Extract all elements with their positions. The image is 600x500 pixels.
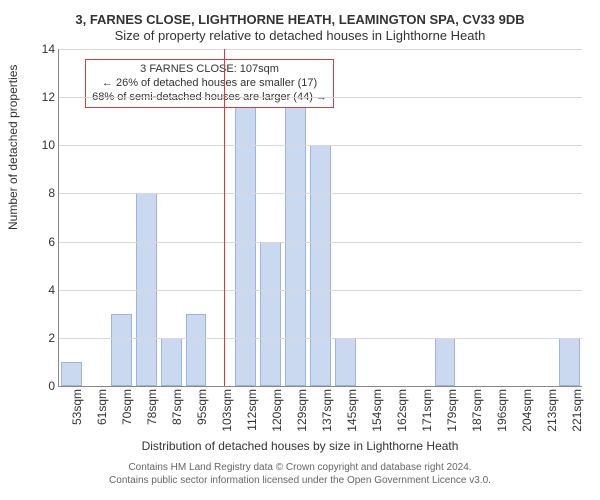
bar-slot [383, 49, 408, 386]
bar-slot [433, 49, 458, 386]
y-tick-label: 14 [35, 42, 55, 56]
x-tick-label: 221sqm [570, 389, 584, 432]
x-tick-label: 154sqm [370, 389, 384, 432]
copyright-line1: Contains HM Land Registry data © Crown c… [10, 461, 590, 474]
x-tick-label: 120sqm [270, 389, 284, 432]
y-tick-label: 8 [35, 186, 55, 200]
copyright-line2: Contains public sector information licen… [10, 474, 590, 487]
chart-title-address: 3, FARNES CLOSE, LIGHTHORNE HEATH, LEAMI… [10, 12, 590, 27]
annotation-line2: ← 26% of detached houses are smaller (17… [92, 77, 327, 91]
x-tick-label: 204sqm [520, 389, 534, 432]
y-tick-label: 10 [35, 138, 55, 152]
annotation-line1: 3 FARNES CLOSE: 107sqm [92, 63, 327, 77]
y-axis-label: Number of detached properties [6, 65, 20, 230]
annotation-box: 3 FARNES CLOSE: 107sqm ← 26% of detached… [85, 59, 334, 108]
bar [186, 314, 207, 386]
x-tick-label: 179sqm [445, 389, 459, 432]
x-tick-label: 70sqm [120, 389, 134, 425]
bar-slot [458, 49, 483, 386]
bar-slot [507, 49, 532, 386]
bar [111, 314, 132, 386]
y-tick-label: 0 [35, 379, 55, 393]
x-tick-label: 162sqm [395, 389, 409, 432]
bar-slot [408, 49, 433, 386]
grid-line [59, 49, 582, 50]
copyright-block: Contains HM Land Registry data © Crown c… [10, 461, 590, 487]
x-tick-label: 187sqm [470, 389, 484, 432]
bar-slot [557, 49, 582, 386]
grid-line [59, 242, 582, 243]
reference-vline [224, 49, 225, 386]
x-tick-label: 145sqm [345, 389, 359, 432]
bar-slot [333, 49, 358, 386]
y-tick-label: 2 [35, 331, 55, 345]
bar-slot [59, 49, 84, 386]
bar [335, 338, 356, 386]
grid-line [59, 290, 582, 291]
y-tick-label: 4 [35, 283, 55, 297]
chart-area: 3 FARNES CLOSE: 107sqm ← 26% of detached… [58, 49, 582, 387]
x-tick-label: 78sqm [145, 389, 159, 425]
x-ticks-group: 53sqm 61sqm 70sqm 78sqm 87sqm 95sqm 103sqm 112s… [58, 387, 582, 439]
x-tick-label: 61sqm [95, 389, 109, 425]
bar [61, 362, 82, 386]
bar [559, 338, 580, 386]
y-tick-label: 6 [35, 235, 55, 249]
x-tick-label: 137sqm [320, 389, 334, 432]
x-tick-label: 53sqm [70, 389, 84, 425]
x-tick-label: 112sqm [245, 389, 259, 431]
bar-slot [358, 49, 383, 386]
bar-slot [532, 49, 557, 386]
bar [310, 145, 331, 386]
x-tick-label: 196sqm [495, 389, 509, 432]
x-tick-label: 103sqm [220, 389, 234, 432]
x-axis-label: Distribution of detached houses by size … [10, 439, 590, 453]
chart-title-subtitle: Size of property relative to detached ho… [10, 28, 590, 43]
bar-slot [482, 49, 507, 386]
x-tick-label: 129sqm [295, 389, 309, 432]
x-tick-label: 95sqm [195, 389, 209, 425]
bar [285, 73, 306, 386]
grid-line [59, 193, 582, 194]
x-tick-label: 213sqm [545, 389, 559, 432]
chart-container: 3, FARNES CLOSE, LIGHTHORNE HEATH, LEAMI… [0, 0, 600, 500]
bar [161, 338, 182, 386]
plot-region: 3 FARNES CLOSE: 107sqm ← 26% of detached… [58, 49, 582, 387]
grid-line [59, 338, 582, 339]
x-tick-label: 171sqm [420, 389, 434, 432]
bar [260, 242, 281, 386]
bar [435, 338, 456, 386]
x-tick-label: 87sqm [170, 389, 184, 425]
y-tick-label: 12 [35, 90, 55, 104]
grid-line [59, 145, 582, 146]
grid-line [59, 97, 582, 98]
